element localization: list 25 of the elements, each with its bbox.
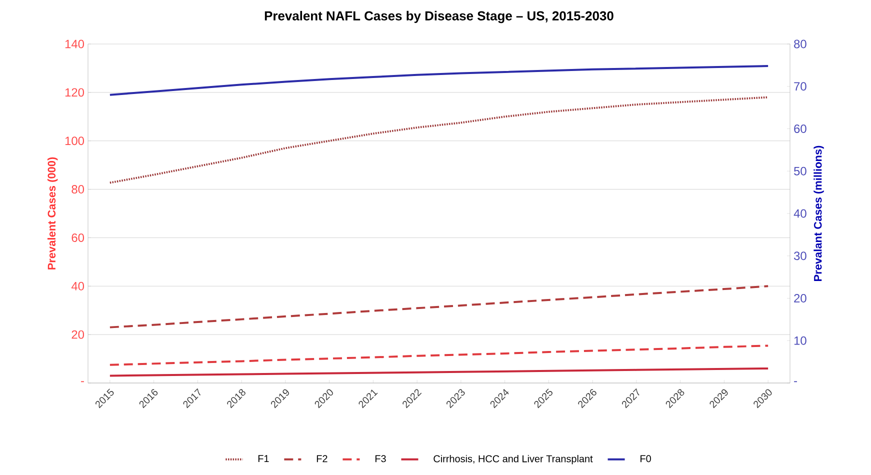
y2-tick-label: 50 (794, 166, 806, 176)
legend-label: F0 (640, 455, 651, 462)
chart-title: Prevalent NAFL Cases by Disease Stage – US, 2015-2030 (264, 10, 614, 24)
y-tick-label: 120 (65, 88, 84, 97)
y-tick-label: 100 (65, 136, 84, 146)
y-tick-label: 40 (71, 282, 84, 290)
y-tick-label: 20 (72, 330, 84, 339)
legend-label: F3 (375, 455, 386, 462)
y2-tick-label: - (794, 381, 797, 382)
y-tick-label: 60 (72, 233, 84, 242)
y2-tick-label: 30 (794, 252, 806, 260)
y2-tick-label: 10 (794, 336, 806, 345)
y-tick-label: 80 (72, 185, 84, 194)
y2-tick-label: 80 (794, 40, 806, 48)
y2-tick-label: 70 (794, 82, 806, 91)
y2-tick-label: 60 (794, 124, 806, 133)
y2-tick-label: 20 (794, 294, 806, 302)
y2-tick-label: 40 (794, 209, 806, 218)
y-tick-label: - (81, 381, 84, 382)
y-axis-title: Prevalent Cases (000) (47, 157, 58, 270)
legend-label: Cirrhosis, HCC and Liver Transplant (434, 454, 593, 464)
legend-label: F2 (316, 455, 328, 462)
legend-label: F1 (258, 455, 269, 462)
y2-axis-title: Prevalant Cases (millions) (814, 146, 824, 281)
y-tick-label: 140 (65, 40, 84, 48)
